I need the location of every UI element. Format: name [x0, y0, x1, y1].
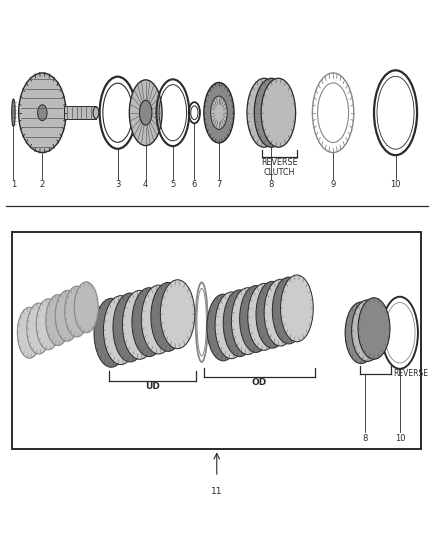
- Ellipse shape: [19, 73, 66, 152]
- Text: UD: UD: [145, 382, 160, 391]
- Ellipse shape: [248, 284, 280, 350]
- Bar: [12, 232, 421, 449]
- Ellipse shape: [345, 302, 377, 364]
- Text: OD: OD: [251, 378, 267, 387]
- Ellipse shape: [93, 107, 99, 118]
- Ellipse shape: [247, 78, 281, 147]
- Text: 9: 9: [330, 180, 336, 189]
- Text: 5: 5: [170, 180, 176, 189]
- Ellipse shape: [129, 80, 162, 146]
- Ellipse shape: [256, 281, 289, 348]
- Ellipse shape: [215, 292, 248, 359]
- Ellipse shape: [272, 277, 305, 344]
- Ellipse shape: [231, 288, 264, 354]
- Text: 7: 7: [216, 180, 222, 189]
- Ellipse shape: [46, 295, 70, 345]
- Text: CLUTCH: CLUTCH: [264, 168, 295, 177]
- Text: 1: 1: [11, 180, 16, 189]
- Ellipse shape: [65, 286, 89, 337]
- Text: REVERSE: REVERSE: [393, 369, 428, 378]
- Ellipse shape: [27, 303, 51, 354]
- Text: 10: 10: [395, 433, 405, 442]
- Ellipse shape: [139, 100, 152, 125]
- Ellipse shape: [94, 298, 128, 367]
- Ellipse shape: [38, 105, 47, 120]
- Ellipse shape: [264, 279, 297, 346]
- Ellipse shape: [74, 282, 98, 333]
- Text: 11: 11: [211, 487, 223, 496]
- Ellipse shape: [240, 286, 272, 352]
- Ellipse shape: [132, 288, 166, 357]
- Ellipse shape: [18, 308, 42, 358]
- Text: 6: 6: [192, 180, 197, 189]
- Ellipse shape: [204, 83, 234, 143]
- Text: 4: 4: [143, 180, 148, 189]
- Ellipse shape: [55, 290, 79, 341]
- Ellipse shape: [151, 282, 185, 351]
- Ellipse shape: [103, 296, 138, 365]
- Ellipse shape: [160, 280, 195, 349]
- Ellipse shape: [123, 290, 157, 359]
- Ellipse shape: [358, 298, 390, 359]
- Ellipse shape: [141, 285, 176, 354]
- Ellipse shape: [211, 96, 227, 130]
- Text: 8: 8: [269, 180, 274, 189]
- Text: 3: 3: [115, 180, 120, 189]
- Ellipse shape: [113, 293, 148, 362]
- Ellipse shape: [36, 299, 60, 350]
- Ellipse shape: [352, 300, 384, 361]
- Ellipse shape: [254, 78, 289, 147]
- Text: 10: 10: [390, 180, 401, 189]
- Text: REVERSE: REVERSE: [261, 158, 298, 167]
- Ellipse shape: [12, 99, 15, 126]
- Ellipse shape: [261, 78, 296, 147]
- Bar: [64, 107, 96, 119]
- Ellipse shape: [223, 290, 256, 357]
- Ellipse shape: [280, 275, 313, 342]
- Ellipse shape: [207, 294, 240, 361]
- Text: 8: 8: [363, 433, 368, 442]
- Text: 2: 2: [40, 180, 45, 189]
